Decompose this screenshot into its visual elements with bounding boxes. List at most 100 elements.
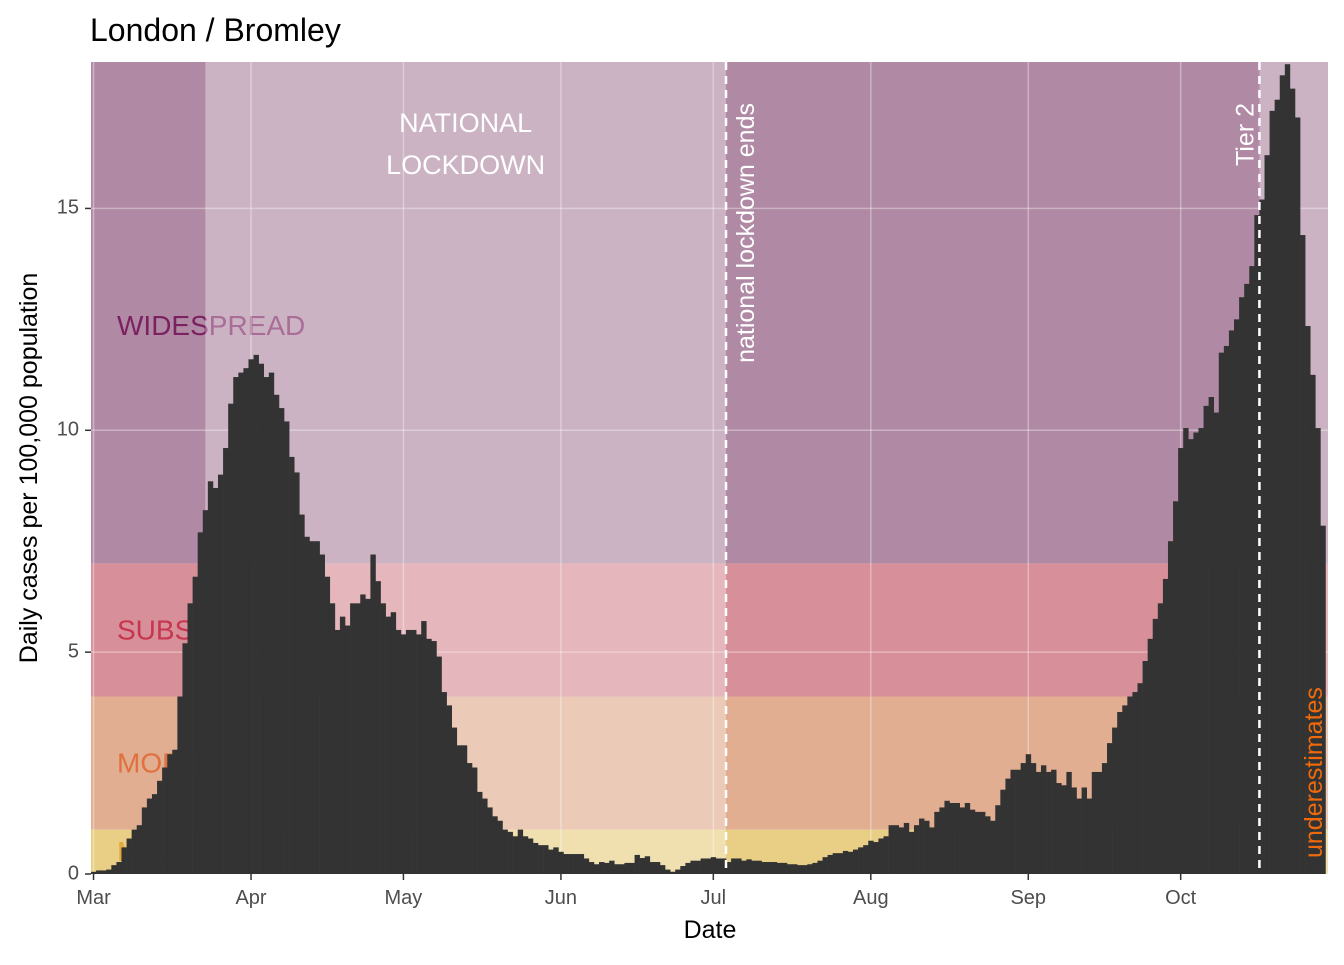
bar (268, 372, 275, 874)
bar (1046, 771, 1052, 874)
bar (771, 862, 778, 874)
bar (238, 372, 244, 874)
bar (532, 842, 539, 874)
bar (741, 860, 747, 874)
bar (964, 803, 971, 874)
bar (893, 825, 900, 874)
bar (969, 809, 976, 874)
bar (1107, 743, 1113, 874)
bar (350, 603, 356, 874)
bar (868, 840, 874, 874)
bar (436, 656, 442, 874)
bar (619, 864, 625, 874)
bar (248, 359, 254, 874)
chart-title: London / Bromley (90, 12, 341, 48)
bar (207, 481, 214, 874)
bar (776, 862, 783, 874)
bar (1051, 769, 1057, 874)
bar (1259, 199, 1265, 875)
bar (365, 598, 371, 874)
bar (929, 827, 935, 874)
bar (1254, 215, 1260, 874)
bar (680, 866, 686, 874)
bar (1213, 412, 1220, 874)
bar (1117, 712, 1123, 874)
bar (980, 811, 986, 874)
y-tick-label: 10 (57, 419, 79, 441)
bar (441, 692, 447, 874)
bar (715, 858, 722, 874)
bar (1086, 798, 1093, 874)
bar (919, 818, 925, 874)
bar (1142, 661, 1148, 874)
bar (1228, 330, 1235, 874)
bar (167, 754, 173, 874)
bar (1203, 405, 1209, 874)
bar (162, 767, 168, 874)
bar (949, 803, 955, 874)
x-axis-title: Date (684, 916, 737, 944)
bar (182, 643, 188, 874)
bar (477, 791, 483, 874)
bar (233, 377, 239, 874)
bar (990, 820, 996, 874)
bar (1152, 618, 1159, 874)
bar (263, 377, 270, 874)
bar (1274, 99, 1281, 875)
bar (913, 825, 920, 874)
bar (304, 536, 310, 874)
bar (1218, 352, 1225, 874)
bar (634, 854, 640, 874)
bar (472, 767, 478, 874)
bar (426, 638, 432, 874)
bar (1132, 692, 1138, 874)
x-tick-label: Mar (76, 887, 111, 909)
event-label: Tier 2 (1231, 103, 1259, 166)
bar (837, 853, 844, 874)
bar (832, 853, 839, 874)
bar (939, 807, 945, 874)
bar (1183, 428, 1189, 874)
bar (959, 807, 966, 874)
bar (466, 763, 473, 874)
bar (659, 865, 666, 874)
bar (202, 510, 209, 874)
bar (1112, 727, 1118, 874)
bar (649, 862, 656, 874)
bar (421, 621, 427, 874)
bar (106, 869, 112, 874)
bar (126, 838, 132, 874)
bar (1020, 763, 1027, 874)
bar (146, 798, 153, 874)
bar (400, 634, 407, 874)
bar (278, 408, 285, 874)
bar (817, 860, 823, 874)
bar (1091, 771, 1098, 874)
bar (1122, 705, 1128, 874)
bar (1147, 638, 1154, 874)
bar (1056, 783, 1062, 874)
bar (858, 847, 864, 874)
bar (172, 749, 178, 874)
bar (1264, 155, 1270, 875)
bar (1300, 235, 1306, 874)
bar (593, 864, 600, 874)
bar (1234, 319, 1240, 874)
bar (624, 862, 630, 874)
bar (390, 612, 397, 874)
bar (842, 850, 849, 874)
bar (700, 858, 706, 874)
bar (548, 849, 554, 874)
bar (934, 811, 940, 874)
bar (512, 836, 519, 874)
bar (157, 780, 163, 874)
bar (91, 871, 97, 874)
bar (685, 862, 691, 874)
bar (431, 641, 437, 874)
bar (294, 472, 300, 874)
bar (253, 354, 259, 875)
x-tick-label: Sep (1010, 887, 1046, 909)
bar (492, 816, 498, 874)
bar (736, 858, 742, 874)
bar (903, 822, 910, 874)
